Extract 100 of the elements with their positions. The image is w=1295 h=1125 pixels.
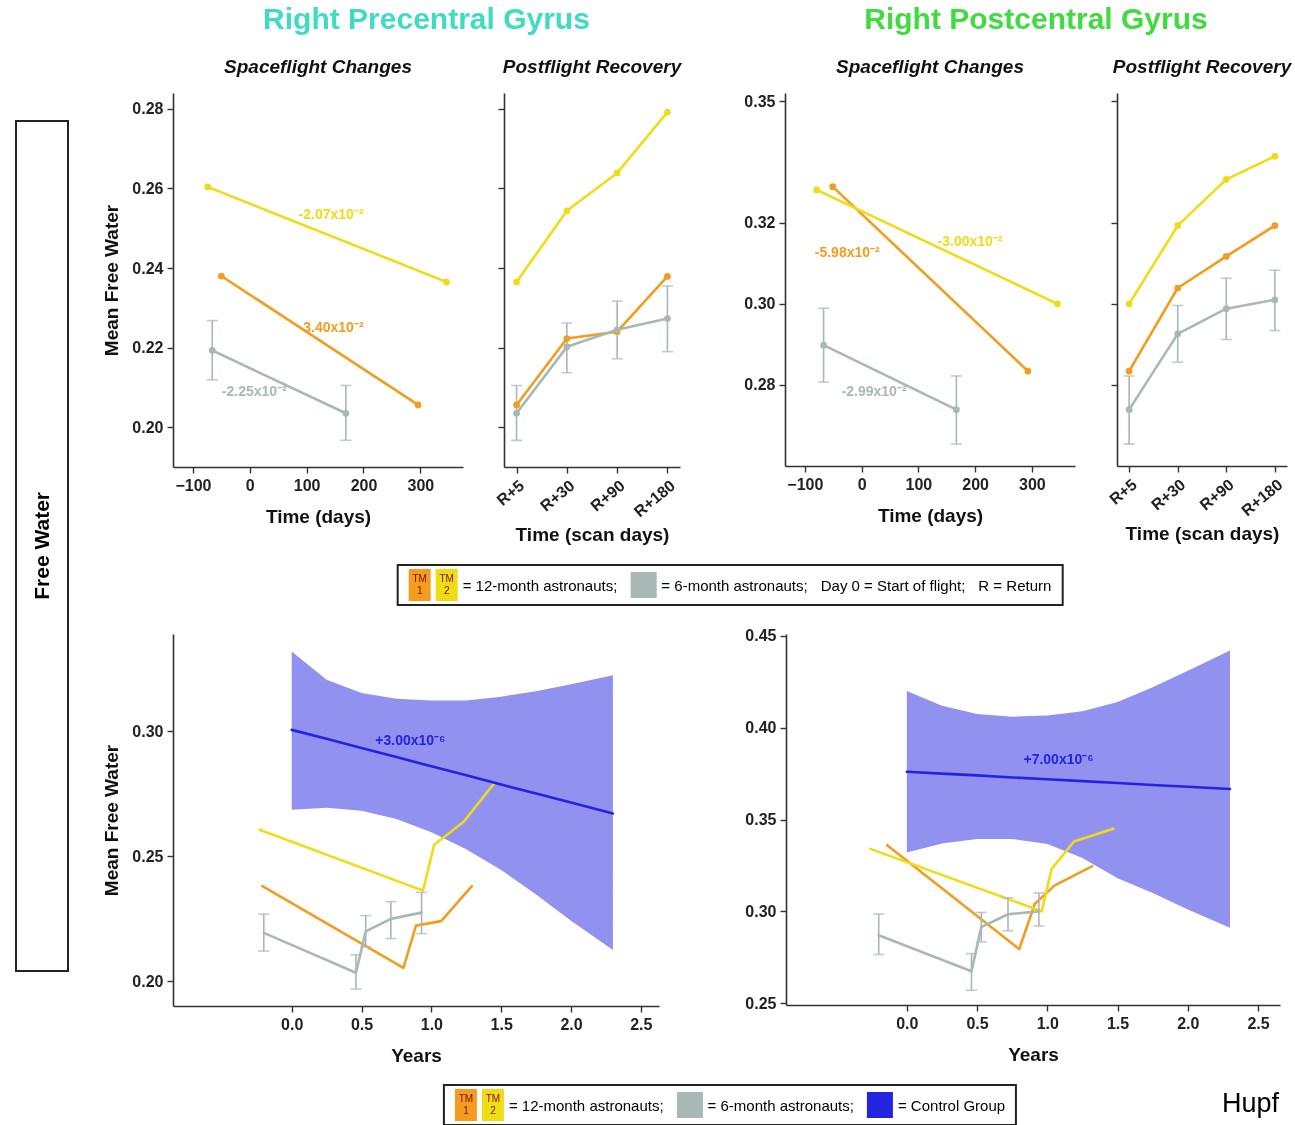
line-series <box>869 827 1115 913</box>
annotation: -3.00x10⁻² <box>937 233 1003 250</box>
y-tick-label: 0.35 <box>745 811 777 828</box>
x-tick-label: 0.5 <box>966 1014 989 1032</box>
y-tick-label: 0.24 <box>132 259 164 277</box>
point <box>664 273 671 280</box>
x-axis-title: Years <box>391 1044 442 1066</box>
x-tick-label: 1.0 <box>420 1015 444 1033</box>
y-tick-label: 0.40 <box>745 719 777 737</box>
point <box>563 207 571 215</box>
x-tick-label: 200 <box>350 476 378 494</box>
x-axis-title: Time (scan days) <box>1125 523 1280 545</box>
annotation: -5.98x10⁻² <box>814 243 881 260</box>
y-tick-label: 0.30 <box>744 295 776 313</box>
text: = 6-month astronauts; <box>707 1096 854 1114</box>
y-tick-label: 0.30 <box>745 902 777 920</box>
point <box>1271 222 1279 229</box>
text: = Control Group <box>897 1096 1006 1114</box>
y-axis-title: Mean Free Water <box>101 204 123 357</box>
point <box>820 341 827 349</box>
annotation: -2.99x10⁻² <box>841 382 907 399</box>
point <box>513 401 520 409</box>
y-tick-label: 0.30 <box>132 722 164 740</box>
point <box>813 186 821 194</box>
swatch: TM 1 <box>408 569 431 601</box>
point <box>1174 222 1182 229</box>
point <box>443 278 450 286</box>
y-tick-label: 0.20 <box>132 418 164 436</box>
x-tick-label: 2.5 <box>1247 1014 1270 1032</box>
line-series <box>258 782 496 892</box>
point <box>953 406 960 413</box>
y-tick-label: 0.25 <box>132 847 164 865</box>
annotation: -2.07x10⁻² <box>298 206 364 223</box>
point <box>1271 152 1279 160</box>
x-tick-label: 1.5 <box>1106 1014 1130 1032</box>
point <box>563 335 571 342</box>
y-tick-label: 0.28 <box>744 376 776 394</box>
x-tick-label: 100 <box>293 476 321 494</box>
chart-subtitle: Spaceflight Changes <box>224 56 412 77</box>
chart-subtitle: Postflight Recovery <box>1112 56 1293 77</box>
text: = 12-month astronauts; <box>508 1096 664 1114</box>
point <box>1174 284 1182 292</box>
line-series <box>261 884 474 970</box>
x-tick-label: −100 <box>175 476 212 494</box>
x-tick-label: 100 <box>905 475 933 493</box>
x-tick-label: 0.0 <box>896 1014 919 1032</box>
x-tick-label: R+5 <box>493 476 528 509</box>
y-tick-label: 0.25 <box>745 994 777 1012</box>
point <box>1271 296 1279 304</box>
x-tick-label: 200 <box>962 475 990 493</box>
chart-title: Right Precentral Gyrus <box>263 2 590 36</box>
y-tick-label: 0.35 <box>744 92 776 110</box>
swatch: TM 1 <box>454 1089 477 1121</box>
point <box>829 183 837 190</box>
text: R = Return <box>978 576 1052 594</box>
line-series <box>905 770 1232 791</box>
x-axis-title: Time (days) <box>877 504 984 526</box>
text: Free Water <box>30 492 54 600</box>
x-tick-label: 0.0 <box>281 1015 304 1033</box>
y-tick-label: 0.45 <box>745 627 777 645</box>
y-tick-label: 0.22 <box>132 339 164 357</box>
x-tick-label: 1.0 <box>1036 1014 1060 1032</box>
x-tick-label: 0 <box>857 475 867 493</box>
point <box>1125 406 1133 413</box>
line-series <box>885 843 1094 951</box>
x-tick-label: 2.0 <box>1177 1014 1200 1032</box>
point <box>1174 330 1182 338</box>
x-tick-label: 300 <box>1019 475 1046 493</box>
line-series <box>290 728 615 815</box>
x-tick-label: 1.5 <box>490 1015 513 1033</box>
x-tick-label: 0 <box>245 476 255 494</box>
chart-title: Right Postcentral Gyrus <box>864 2 1208 36</box>
text: Hupf <box>1222 1088 1280 1119</box>
point <box>664 315 671 322</box>
point <box>1024 367 1032 375</box>
chart-subtitle: Postflight Recovery <box>502 56 683 77</box>
point <box>664 108 671 116</box>
point <box>513 278 520 286</box>
swatch: TM 2 <box>481 1089 504 1121</box>
point <box>613 169 621 177</box>
y-tick-label: 0.28 <box>132 100 164 118</box>
annotation: -3.40x10⁻² <box>298 318 364 335</box>
x-tick-label: 2.5 <box>630 1015 653 1033</box>
point <box>1222 305 1230 313</box>
annotation: +3.00x10⁻⁶ <box>375 731 446 748</box>
y-tick-label: 0.32 <box>744 214 776 232</box>
x-tick-label: 0.5 <box>350 1015 374 1033</box>
point <box>217 272 225 280</box>
text: Day 0 = Start of flight; <box>820 576 966 594</box>
point <box>1125 300 1133 308</box>
y-tick-label: 0.20 <box>132 972 164 990</box>
text: = 12-month astronauts; <box>462 576 618 594</box>
point <box>414 401 422 409</box>
x-axis-title: Time (scan days) <box>515 524 670 546</box>
x-axis-title: Years <box>1008 1043 1059 1065</box>
point <box>208 347 216 354</box>
swatch: TM 2 <box>435 569 458 601</box>
point <box>1222 176 1230 183</box>
x-tick-label: −100 <box>787 475 824 493</box>
point <box>204 183 212 191</box>
